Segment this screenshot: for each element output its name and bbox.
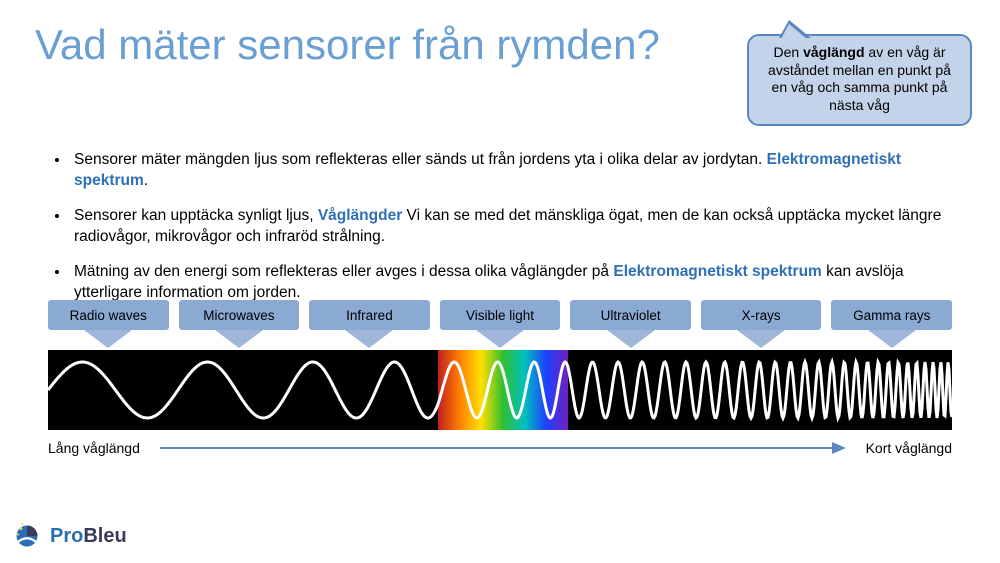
spectrum-diagram [48,350,952,430]
band-label: X-rays [701,300,822,348]
short-wavelength-label: Kort våglängd [866,440,952,456]
logo-icon [12,521,42,551]
wavelength-arrow [140,442,866,454]
long-wavelength-label: Lång våglängd [48,440,140,456]
bullet-item: Sensorer mäter mängden ljus som reflekte… [70,150,960,192]
band-label: Visible light [440,300,561,348]
logo-text: ProBleu [50,525,127,548]
wavelength-axis: Lång våglängd Kort våglängd [48,440,952,456]
page-title: Vad mäter sensorer från rymden? [35,22,660,68]
band-label: Radio waves [48,300,169,348]
bullet-item: Mätning av den energi som reflekteras el… [70,262,960,304]
problu-logo: ProBleu [12,521,127,551]
band-label: Infrared [309,300,430,348]
callout-text: Den våglängd av en våg är avståndet mell… [768,44,951,113]
band-label: Microwaves [179,300,300,348]
wavelength-callout: Den våglängd av en våg är avståndet mell… [747,34,972,126]
decorative-dots [0,521,1000,535]
spectrum-band-labels: Radio wavesMicrowavesInfraredVisible lig… [48,300,952,348]
bullet-item: Sensorer kan upptäcka synligt ljus, Vågl… [70,206,960,248]
bullet-list: Sensorer mäter mängden ljus som reflekte… [60,150,960,318]
band-label: Ultraviolet [570,300,691,348]
band-label: Gamma rays [831,300,952,348]
